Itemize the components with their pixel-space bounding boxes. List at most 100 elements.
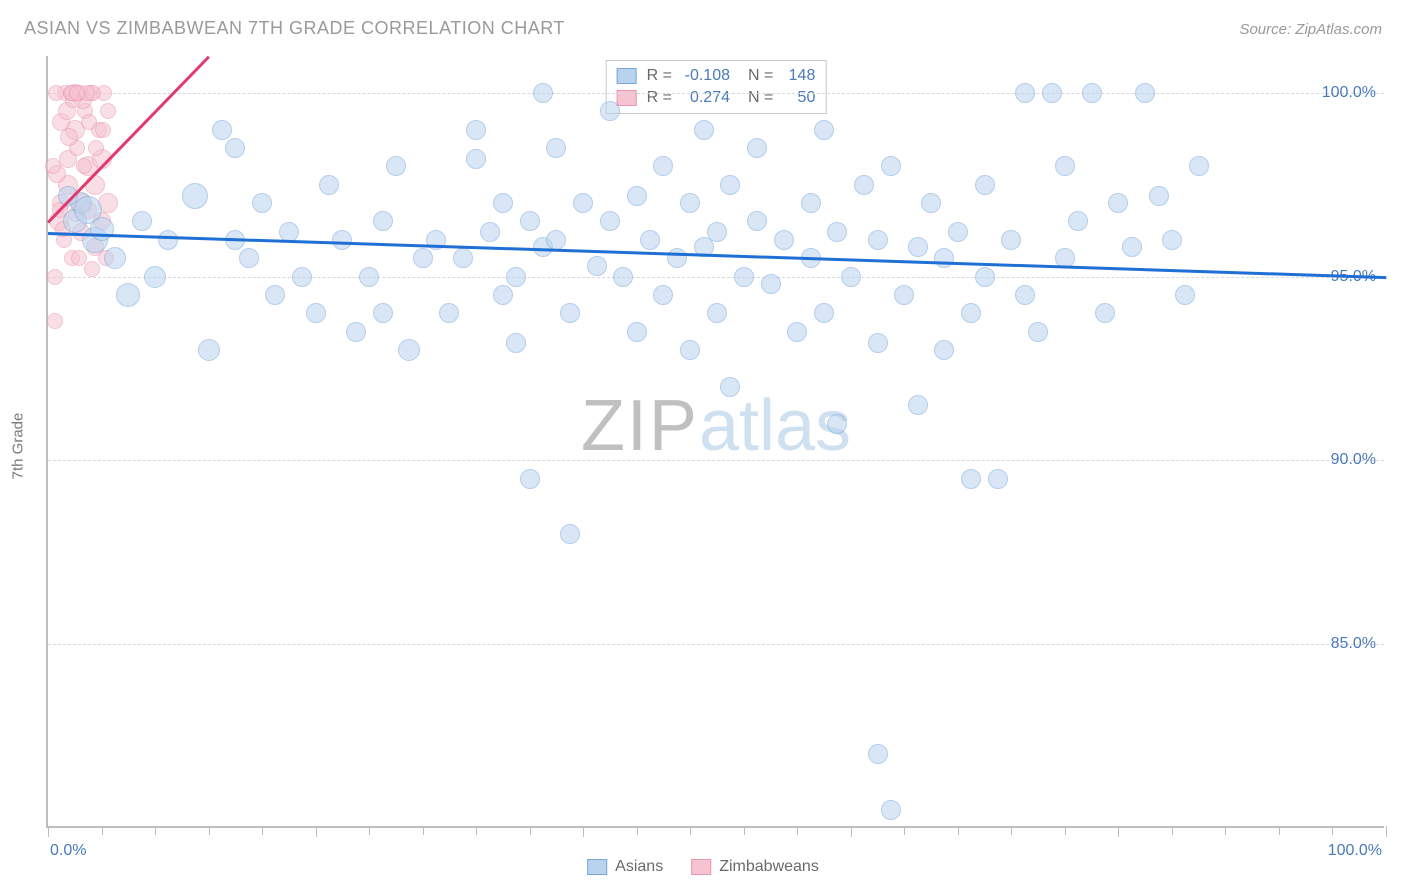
scatter-point — [827, 222, 847, 242]
scatter-point — [961, 469, 981, 489]
scatter-point — [560, 524, 580, 544]
y-tick-label: 90.0% — [1331, 451, 1376, 469]
scatter-point — [1095, 303, 1115, 323]
scatter-point — [613, 267, 633, 287]
y-tick-label: 100.0% — [1322, 84, 1376, 102]
scatter-point — [373, 303, 393, 323]
x-tick-minor — [102, 826, 103, 835]
scatter-point — [653, 285, 673, 305]
scatter-point — [787, 322, 807, 342]
x-tick-minor — [958, 826, 959, 835]
scatter-point — [640, 230, 660, 250]
x-tick-major — [1386, 826, 1387, 837]
scatter-point — [506, 333, 526, 353]
scatter-point — [104, 247, 126, 269]
scatter-point — [182, 183, 208, 209]
scatter-point — [720, 175, 740, 195]
scatter-point — [47, 313, 63, 329]
scatter-point — [881, 156, 901, 176]
scatter-point — [1175, 285, 1195, 305]
x-tick-minor — [690, 826, 691, 835]
scatter-point — [546, 230, 566, 250]
scatter-point — [95, 122, 111, 138]
n-label: N = — [748, 89, 773, 107]
scatter-point — [332, 230, 352, 250]
r-value: -0.108 — [678, 67, 730, 85]
scatter-point — [1082, 83, 1102, 103]
gridline — [48, 93, 1384, 94]
scatter-point — [988, 469, 1008, 489]
scatter-point — [1001, 230, 1021, 250]
scatter-point — [480, 222, 500, 242]
y-tick-label: 85.0% — [1331, 635, 1376, 653]
n-value: 148 — [779, 67, 815, 85]
legend-item: Zimbabweans — [691, 858, 819, 876]
scatter-point — [653, 156, 673, 176]
scatter-point — [413, 248, 433, 268]
x-tick-major — [851, 826, 852, 837]
scatter-point — [961, 303, 981, 323]
scatter-point — [359, 267, 379, 287]
legend-swatch — [617, 68, 637, 84]
scatter-point — [814, 120, 834, 140]
r-label: R = — [647, 67, 672, 85]
scatter-point — [76, 158, 92, 174]
legend-label: Zimbabweans — [719, 858, 819, 876]
scatter-point — [252, 193, 272, 213]
scatter-point — [747, 138, 767, 158]
scatter-point — [1068, 211, 1088, 231]
scatter-point — [573, 193, 593, 213]
scatter-point — [48, 85, 64, 101]
scatter-point — [854, 175, 874, 195]
x-tick-minor — [797, 826, 798, 835]
scatter-point — [720, 377, 740, 397]
scatter-point — [100, 103, 116, 119]
series-legend: Asians Zimbabweans — [587, 858, 819, 876]
stats-row: R =0.274N =50 — [617, 87, 816, 109]
scatter-point — [225, 138, 245, 158]
scatter-point — [680, 340, 700, 360]
scatter-point — [116, 283, 140, 307]
scatter-point — [667, 248, 687, 268]
scatter-point — [88, 140, 104, 156]
scatter-point — [453, 248, 473, 268]
legend-label: Asians — [615, 858, 663, 876]
scatter-point — [908, 237, 928, 257]
scatter-point — [868, 230, 888, 250]
scatter-point — [680, 193, 700, 213]
scatter-point — [466, 120, 486, 140]
x-tick-minor — [423, 826, 424, 835]
correlation-chart: ASIAN VS ZIMBABWEAN 7TH GRADE CORRELATIO… — [0, 0, 1406, 892]
scatter-point — [881, 800, 901, 820]
x-tick-minor — [155, 826, 156, 835]
scatter-point — [627, 322, 647, 342]
scatter-point — [894, 285, 914, 305]
scatter-point — [90, 217, 114, 241]
scatter-point — [801, 193, 821, 213]
x-tick-major — [48, 826, 49, 837]
scatter-point — [439, 303, 459, 323]
x-tick-minor — [1279, 826, 1280, 835]
scatter-point — [306, 303, 326, 323]
chart-header: ASIAN VS ZIMBABWEAN 7TH GRADE CORRELATIO… — [24, 18, 1382, 39]
legend-swatch — [691, 859, 711, 875]
r-value: 0.274 — [678, 89, 730, 107]
x-tick-major — [583, 826, 584, 837]
scatter-point — [827, 414, 847, 434]
scatter-point — [1015, 285, 1035, 305]
scatter-point — [868, 744, 888, 764]
scatter-point — [814, 303, 834, 323]
gridline — [48, 460, 1384, 461]
scatter-point — [761, 274, 781, 294]
chart-title: ASIAN VS ZIMBABWEAN 7TH GRADE CORRELATIO… — [24, 18, 565, 39]
x-label-left: 0.0% — [50, 842, 86, 860]
n-value: 50 — [779, 89, 815, 107]
x-tick-major — [1118, 826, 1119, 837]
scatter-point — [1162, 230, 1182, 250]
scatter-point — [398, 339, 420, 361]
scatter-point — [520, 211, 540, 231]
x-tick-major — [316, 826, 317, 837]
scatter-point — [587, 256, 607, 276]
scatter-point — [319, 175, 339, 195]
x-tick-minor — [1065, 826, 1066, 835]
